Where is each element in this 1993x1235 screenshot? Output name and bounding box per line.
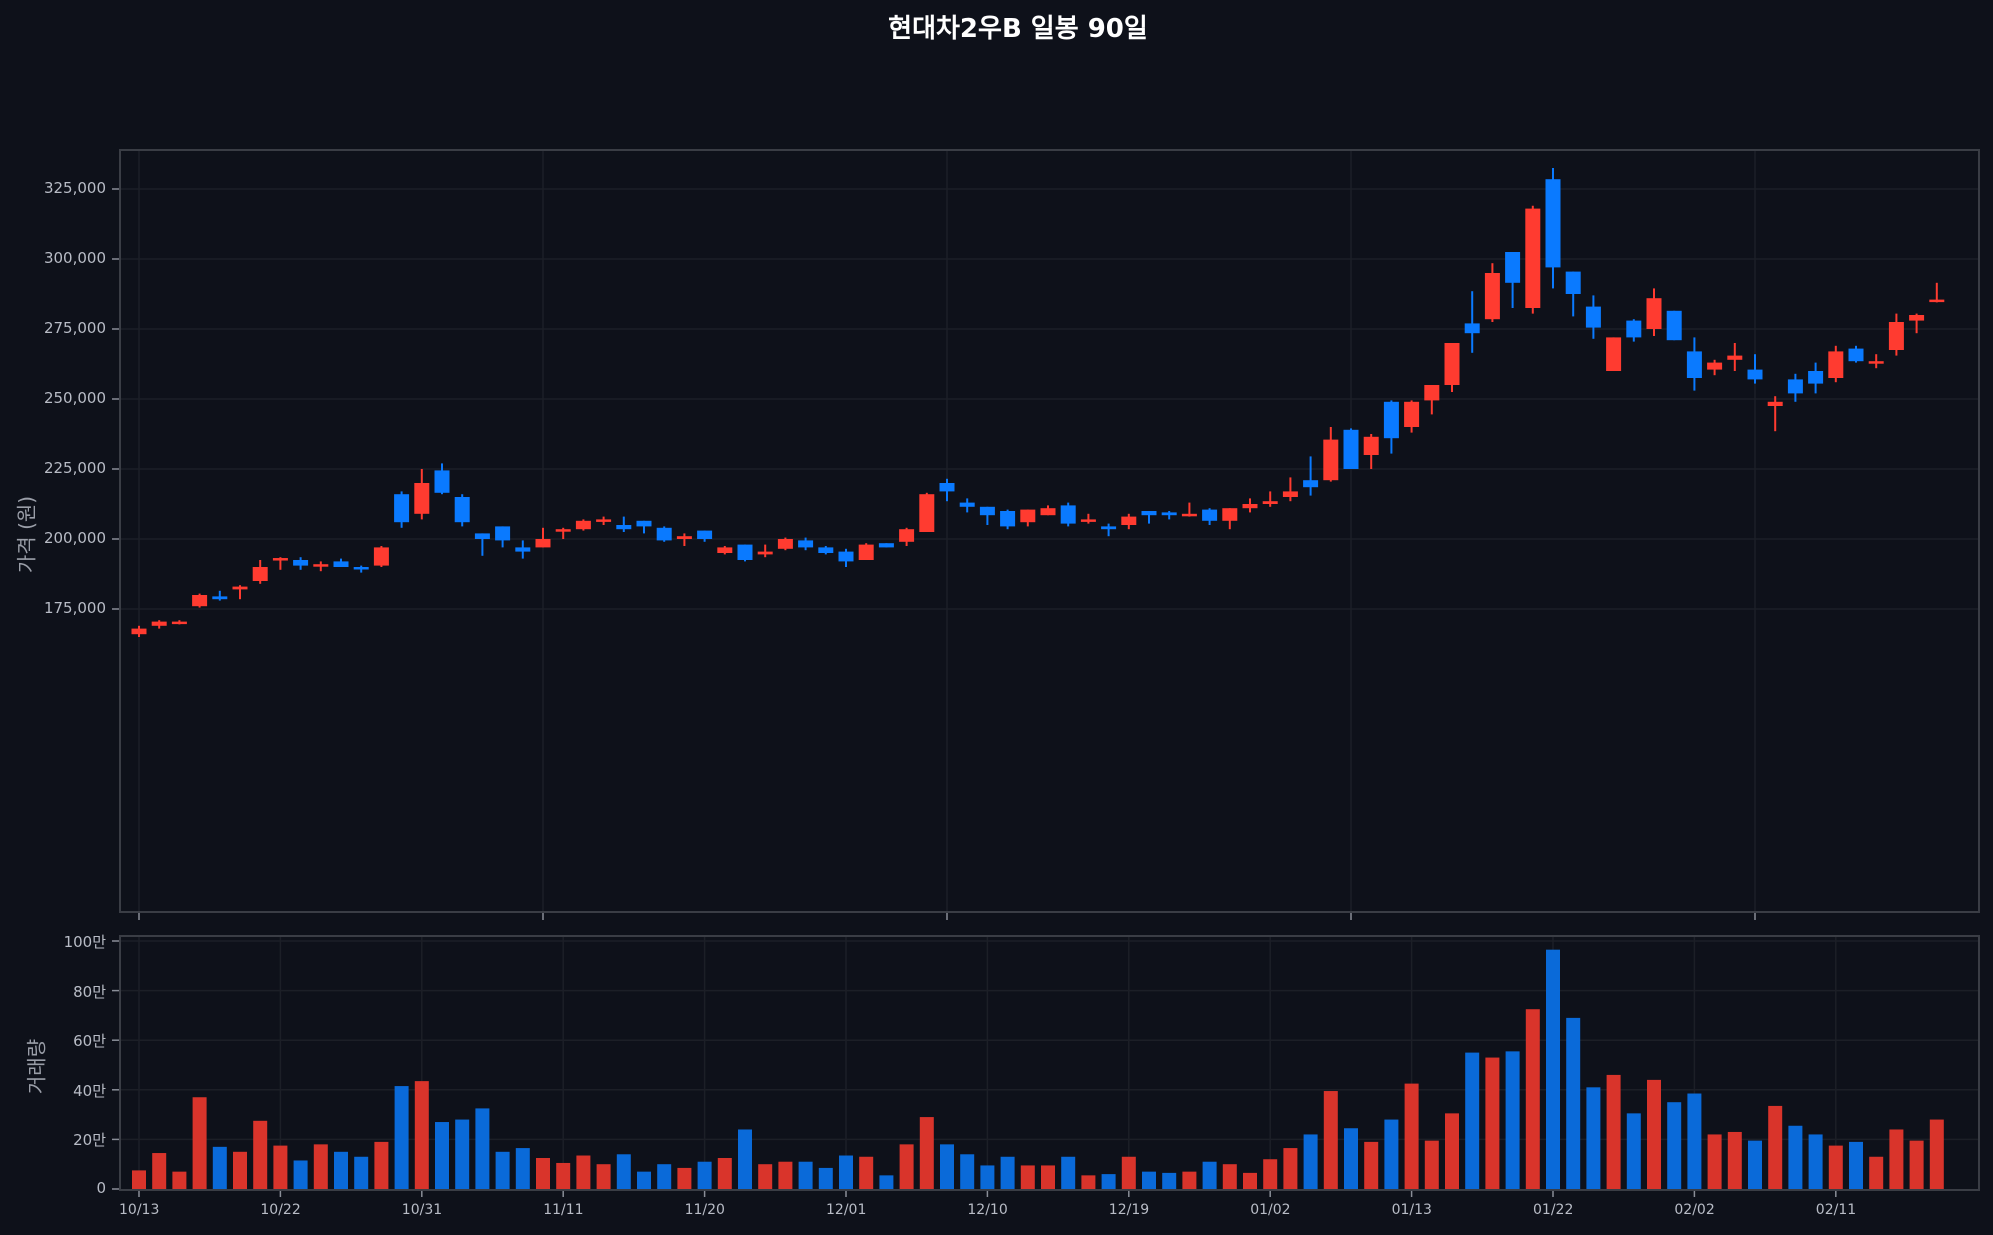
- x-tick-label: 11/20: [684, 1202, 725, 1218]
- price-tick-label: 300,000: [43, 249, 106, 267]
- x-tick-label: 10/13: [119, 1202, 160, 1218]
- x-tick-label: 01/22: [1533, 1202, 1574, 1218]
- price-tick-label: 250,000: [43, 389, 106, 407]
- volume-tick-label: 20만: [73, 1131, 106, 1150]
- price-tick-label: 225,000: [43, 459, 106, 477]
- volume-tick-label: 80만: [73, 982, 106, 1001]
- x-tick-label: 01/02: [1250, 1202, 1291, 1218]
- x-tick-label: 10/22: [260, 1202, 301, 1218]
- x-tick-label: 01/13: [1391, 1202, 1432, 1218]
- x-tick-label: 02/02: [1674, 1202, 1715, 1218]
- price-tick-label: 325,000: [43, 179, 106, 197]
- price-tick-label: 275,000: [43, 319, 106, 337]
- x-tick-label: 12/01: [826, 1202, 867, 1218]
- price-panel: [119, 149, 1980, 913]
- x-tick-label: 11/11: [543, 1202, 584, 1218]
- volume-tick-label: 100만: [63, 933, 106, 951]
- price-tick-label: 175,000: [43, 599, 106, 617]
- chart-title: 현대차2우B 일봉 90일: [888, 14, 1148, 44]
- volume-tick-label: 60만: [73, 1032, 106, 1051]
- x-tick-label: 12/10: [967, 1202, 1008, 1218]
- volume-tick-label: 0: [96, 1179, 106, 1197]
- x-tick-label: 10/31: [401, 1202, 443, 1218]
- x-tick-label: 12/19: [1108, 1202, 1150, 1218]
- price-tick-label: 200,000: [43, 529, 106, 547]
- volume-tick-label: 40만: [73, 1081, 106, 1100]
- x-tick-label: 02/11: [1815, 1202, 1857, 1218]
